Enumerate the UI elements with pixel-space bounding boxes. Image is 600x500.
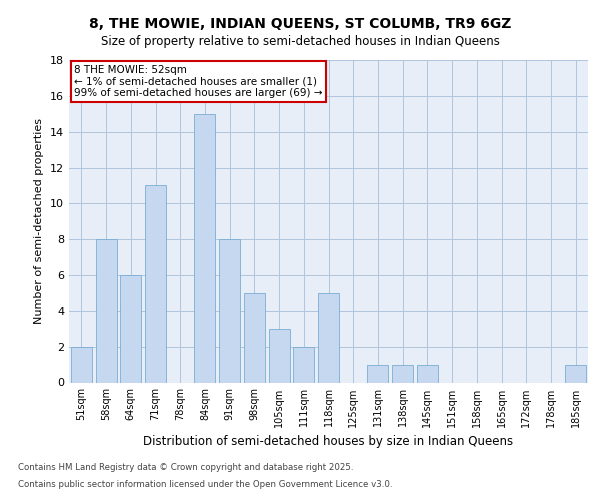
Bar (417, 364, 438, 382)
Bar (318, 293, 339, 382)
Bar (71, 346, 92, 382)
Text: Contains HM Land Registry data © Crown copyright and database right 2025.: Contains HM Land Registry data © Crown c… (18, 464, 353, 472)
Bar (392, 364, 413, 382)
Text: Size of property relative to semi-detached houses in Indian Queens: Size of property relative to semi-detach… (101, 35, 499, 48)
X-axis label: Distribution of semi-detached houses by size in Indian Queens: Distribution of semi-detached houses by … (143, 435, 514, 448)
Bar (367, 364, 388, 382)
Bar (244, 293, 265, 382)
Bar (219, 239, 240, 382)
Text: Contains public sector information licensed under the Open Government Licence v3: Contains public sector information licen… (18, 480, 392, 489)
Bar (145, 186, 166, 382)
Y-axis label: Number of semi-detached properties: Number of semi-detached properties (34, 118, 44, 324)
Text: 8 THE MOWIE: 52sqm
← 1% of semi-detached houses are smaller (1)
99% of semi-deta: 8 THE MOWIE: 52sqm ← 1% of semi-detached… (74, 65, 323, 98)
Bar (565, 364, 586, 382)
Bar (120, 275, 141, 382)
Text: 8, THE MOWIE, INDIAN QUEENS, ST COLUMB, TR9 6GZ: 8, THE MOWIE, INDIAN QUEENS, ST COLUMB, … (89, 18, 511, 32)
Bar (269, 329, 290, 382)
Bar (194, 114, 215, 382)
Bar (95, 239, 116, 382)
Bar (293, 346, 314, 382)
